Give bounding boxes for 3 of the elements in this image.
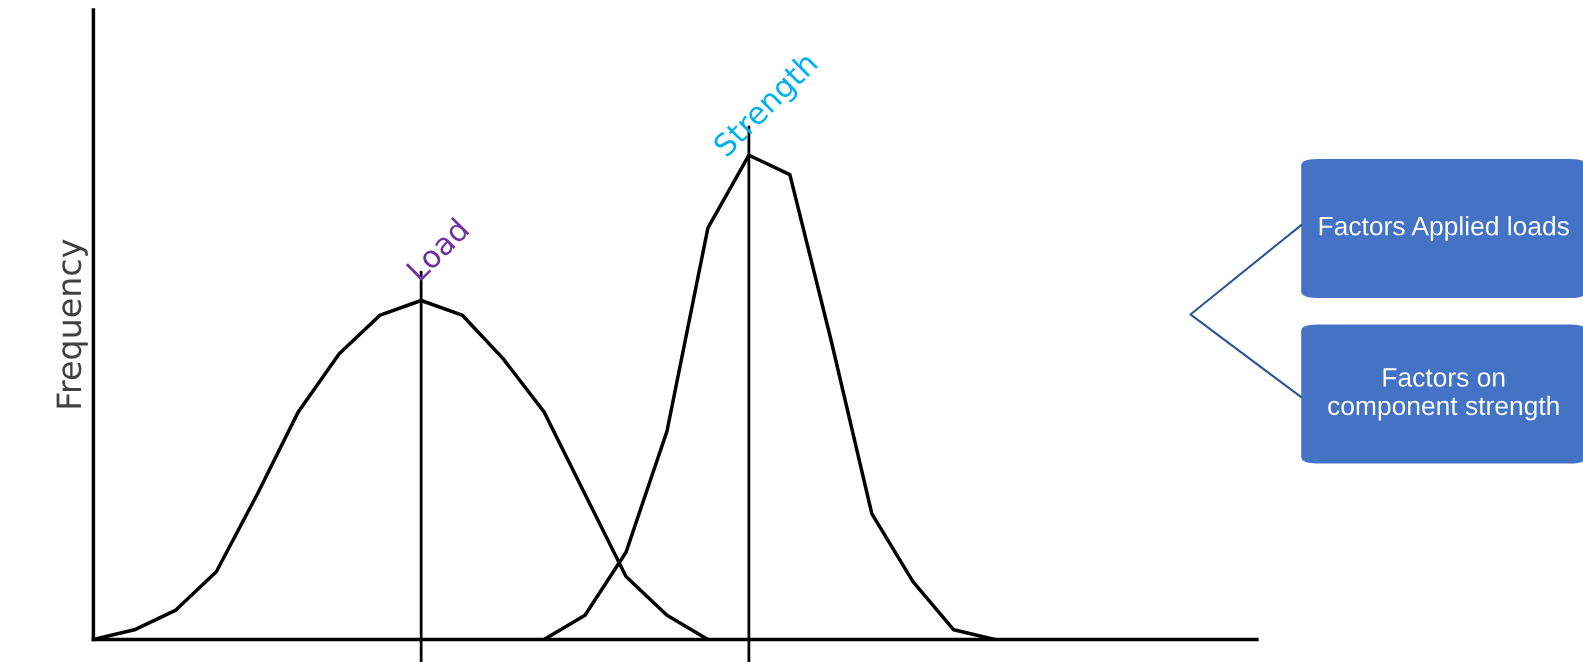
y-axis-title: Frequency (56, 239, 88, 408)
text: Factors Applied loads (1319, 216, 1569, 241)
text: Factors on component strength (1328, 368, 1559, 421)
